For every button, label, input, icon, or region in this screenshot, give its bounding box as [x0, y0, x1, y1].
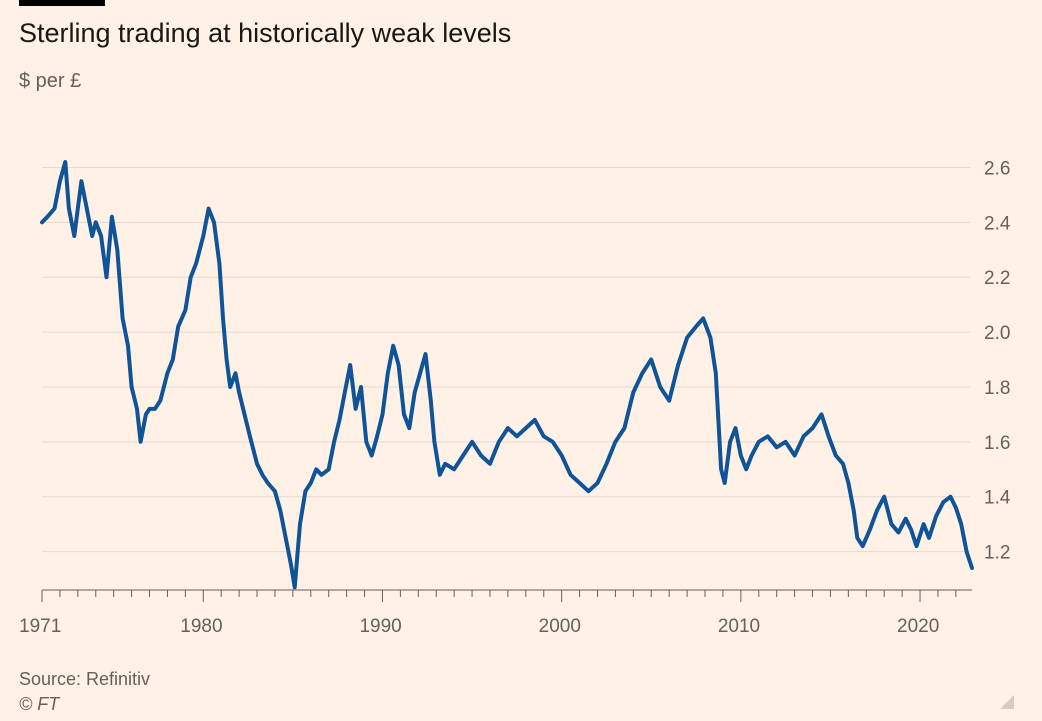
y-tick-label: 2.0	[984, 323, 1010, 344]
x-tick-label: 2020	[897, 616, 939, 637]
chart-area: 1971 1980 1990 2000 2010 2020 1.2 1.4 1.6 1.8 2.0…	[19, 158, 1011, 637]
x-tick-label: 2010	[718, 616, 760, 637]
series-line	[40, 160, 974, 590]
y-tick-label: 1.4	[984, 488, 1011, 509]
y-tick-label: 1.8	[984, 378, 1010, 399]
brand-bar	[19, 0, 105, 6]
copyright-note: © FT	[19, 694, 60, 714]
y-tick-label: 2.6	[984, 158, 1010, 179]
series-group	[40, 160, 974, 590]
x-tick-label: 1980	[180, 616, 222, 637]
y-tick-label: 2.2	[984, 268, 1010, 289]
x-axis: 1971 1980 1990 2000 2010 2020	[19, 589, 972, 637]
x-tick-label: 1971	[19, 616, 61, 637]
y-tick-label: 1.2	[984, 543, 1010, 564]
y-tick-label: 2.4	[984, 213, 1011, 234]
x-tick-label: 1990	[359, 616, 401, 637]
y-axis-labels: 1.2 1.4 1.6 1.8 2.0 2.2 2.4 2.6	[984, 158, 1011, 563]
gridlines	[42, 166, 970, 553]
resize-handle-icon[interactable]	[1000, 695, 1014, 709]
source-note: Source: Refinitiv	[19, 669, 151, 689]
chart-title: Sterling trading at historically weak le…	[19, 18, 512, 48]
chart-subtitle: $ per £	[19, 70, 82, 92]
y-tick-label: 1.6	[984, 433, 1010, 454]
x-tick-label: 2000	[539, 616, 581, 637]
